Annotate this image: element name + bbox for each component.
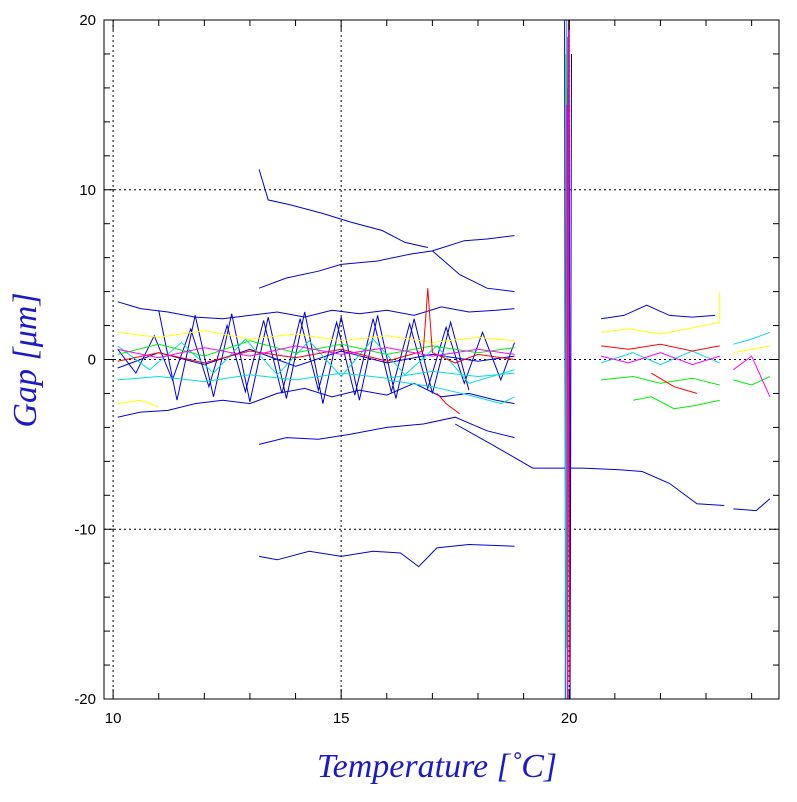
series-group [117,19,771,700]
series-line [436,393,461,415]
series-line [117,338,515,384]
x-tick-label: 20 [561,710,578,727]
series-line [733,345,770,354]
series-line [117,330,515,344]
series-line [454,423,725,506]
series-line [259,543,515,568]
series-line [733,498,771,512]
series-line [601,375,720,386]
y-axis-title: Gap [μm] [7,292,44,427]
x-tick-label: 15 [333,710,350,727]
series-line [601,304,716,320]
series-line [733,331,771,345]
series-line [117,382,515,418]
series-line [117,301,515,320]
series-line [117,348,515,369]
series-line [733,376,771,386]
axis-ticks [104,19,779,700]
series-line [733,355,771,398]
series-line [117,340,515,357]
y-tick-label: 0 [88,352,96,369]
series-line [386,379,515,405]
series-line [258,169,428,248]
series-line [158,310,470,404]
y-tick-label: 10 [79,182,96,199]
x-axis-title: Temperature [˚C] [317,748,557,785]
y-tick-label: 20 [79,12,96,29]
series-line [651,372,698,394]
x-tick-labels: 10 15 20 [105,710,578,727]
series-line [600,350,720,366]
series-line [600,352,720,366]
series-line [258,235,515,289]
series-line [117,399,159,408]
series-line [601,291,721,335]
series-line [258,416,515,445]
series-line [117,288,515,364]
series-line [117,345,515,359]
series-line [601,343,720,352]
y-tick-label: -20 [74,691,96,708]
series-line [432,250,515,293]
series-line [633,396,720,410]
y-tick-label: -10 [74,521,96,538]
y-tick-labels: -20 -10 0 10 20 [74,12,96,708]
series-line [117,370,515,383]
x-tick-label: 10 [105,710,122,727]
